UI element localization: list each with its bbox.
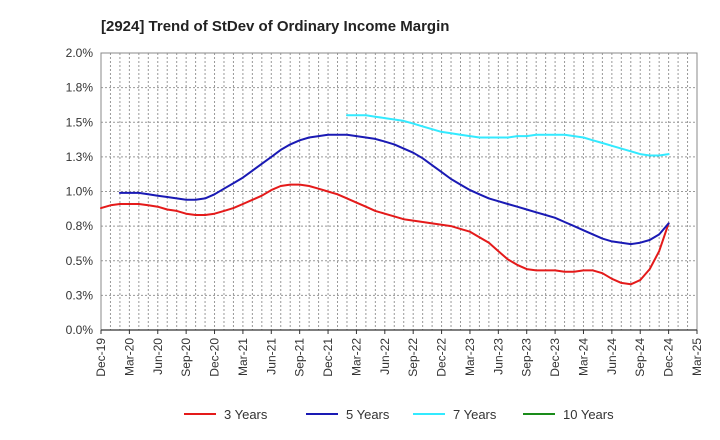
x-tick-label: Mar-25	[690, 338, 704, 376]
x-tick-label: Dec-19	[94, 338, 108, 377]
x-tick-label: Dec-22	[435, 338, 449, 377]
y-tick-label: 0.5%	[66, 254, 94, 268]
series-line-3-years	[100, 183, 670, 286]
y-tick-label: 1.5%	[66, 115, 94, 129]
grid-layer	[101, 52, 697, 330]
x-tick-label: Mar-20	[122, 338, 136, 376]
y-tick-label: 0.0%	[66, 323, 94, 337]
x-tick-label: Sep-21	[293, 338, 307, 377]
x-tick-label: Dec-24	[662, 338, 676, 377]
x-tick-label: Mar-22	[349, 338, 363, 376]
y-tick-label: 1.8%	[66, 81, 94, 95]
x-tick-label: Sep-20	[179, 338, 193, 377]
axis-layer: 0.0% 0.3% 0.5% 0.8% 1.0% 1.3% 1.5% 1.8% 2.0% Dec-…	[66, 46, 704, 377]
series-line-7-years	[346, 114, 670, 157]
y-tick-label: 1.0%	[66, 185, 94, 199]
x-tick-label: Jun-20	[151, 338, 165, 375]
legend-label: 3 Years	[224, 407, 268, 422]
legend-label: 10 Years	[563, 407, 614, 422]
x-tick-label: Jun-22	[378, 338, 392, 375]
x-tick-label: Mar-21	[236, 338, 250, 376]
x-tick-label: Mar-23	[463, 338, 477, 376]
y-tick-label: 1.3%	[66, 150, 94, 164]
x-tick-label: Sep-23	[520, 338, 534, 377]
x-tick-label: Jun-24	[605, 338, 619, 375]
y-tick-label: 0.8%	[66, 219, 94, 233]
x-tick-label: Sep-24	[633, 338, 647, 377]
legend-label: 7 Years	[453, 407, 497, 422]
x-tick-label: Mar-24	[576, 338, 590, 376]
x-tick-label: Dec-20	[208, 338, 222, 377]
series-line-5-years	[118, 133, 670, 246]
series-layer	[100, 114, 670, 286]
legend: 3 Years 5 Years 7 Years 10 Years	[184, 407, 614, 422]
y-tick-label: 2.0%	[66, 46, 94, 60]
chart-title: [2924] Trend of StDev of Ordinary Income…	[101, 18, 449, 35]
y-tick-label: 0.3%	[66, 288, 94, 302]
legend-label: 5 Years	[346, 407, 390, 422]
x-tick-label: Jun-23	[491, 338, 505, 375]
x-tick-label: Dec-21	[321, 338, 335, 377]
x-tick-label: Sep-22	[406, 338, 420, 377]
x-tick-label: Dec-23	[548, 338, 562, 377]
x-tick-label: Jun-21	[264, 338, 278, 375]
